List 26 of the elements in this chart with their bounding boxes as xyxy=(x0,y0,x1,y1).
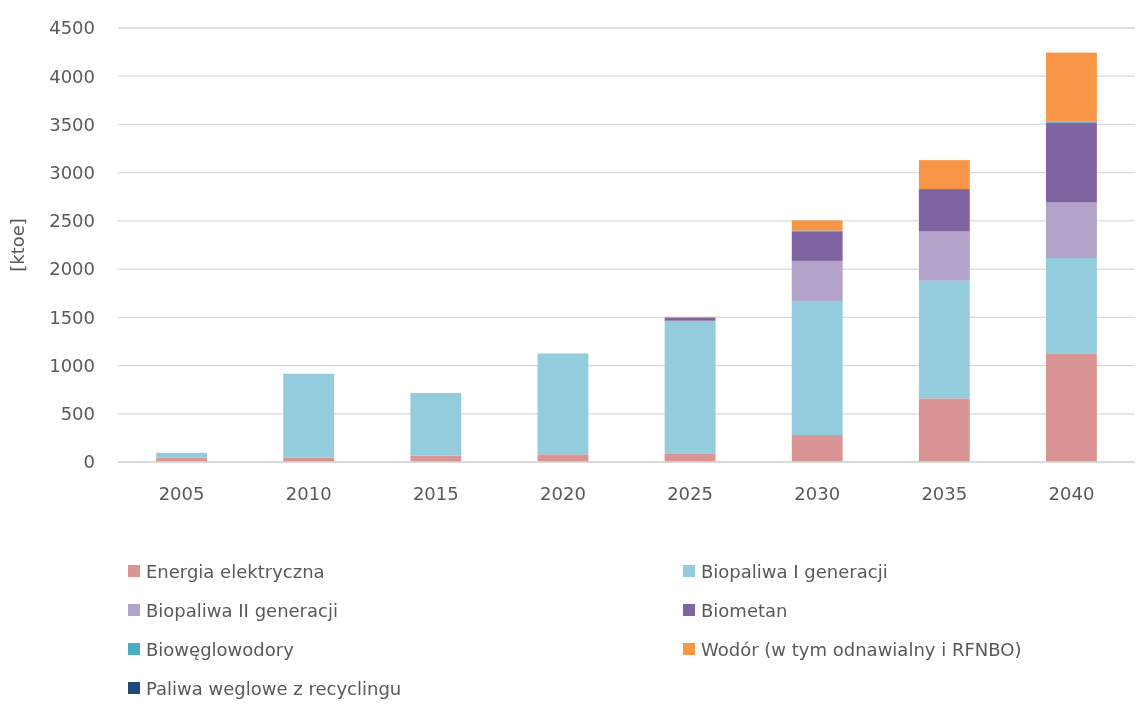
y-tick-label: 1500 xyxy=(49,306,95,328)
x-tick-label: 2015 xyxy=(412,483,459,504)
y-axis-title: [ktoe] xyxy=(7,218,28,272)
legend-label: Paliwa weglowe z recyclingu xyxy=(146,678,402,700)
legend-label: Biopaliwa I generacji xyxy=(701,561,888,583)
y-tick-label: 2000 xyxy=(49,258,95,280)
x-tick-label: 2030 xyxy=(794,483,841,504)
x-tick-label: 2005 xyxy=(158,483,205,504)
y-tick-label: 4000 xyxy=(49,65,95,87)
x-tick-label: 2035 xyxy=(921,483,968,504)
legend-label: Biowęglowodory xyxy=(146,639,295,661)
y-tick-label: 1000 xyxy=(49,354,95,376)
y-tick-label: 500 xyxy=(60,403,95,425)
x-tick-label: 2025 xyxy=(667,483,713,504)
legend-label: Biopaliwa II generacji xyxy=(146,600,338,622)
x-tick-label: 2020 xyxy=(540,483,586,504)
y-tick-label: 3000 xyxy=(49,161,95,183)
y-tick-label: 2500 xyxy=(49,210,95,232)
y-tick-label: 3500 xyxy=(49,113,95,135)
x-tick-label: 2010 xyxy=(285,483,332,504)
y-tick-label: 0 xyxy=(83,451,95,473)
legend-label: Wodór (w tym odnawialny i RFNBO) xyxy=(701,639,1022,661)
legend-label: Energia elektryczna xyxy=(146,561,325,583)
x-tick-label: 2040 xyxy=(1048,483,1095,504)
legend-label: Biometan xyxy=(701,600,788,622)
y-tick-label: 4500 xyxy=(49,17,95,39)
